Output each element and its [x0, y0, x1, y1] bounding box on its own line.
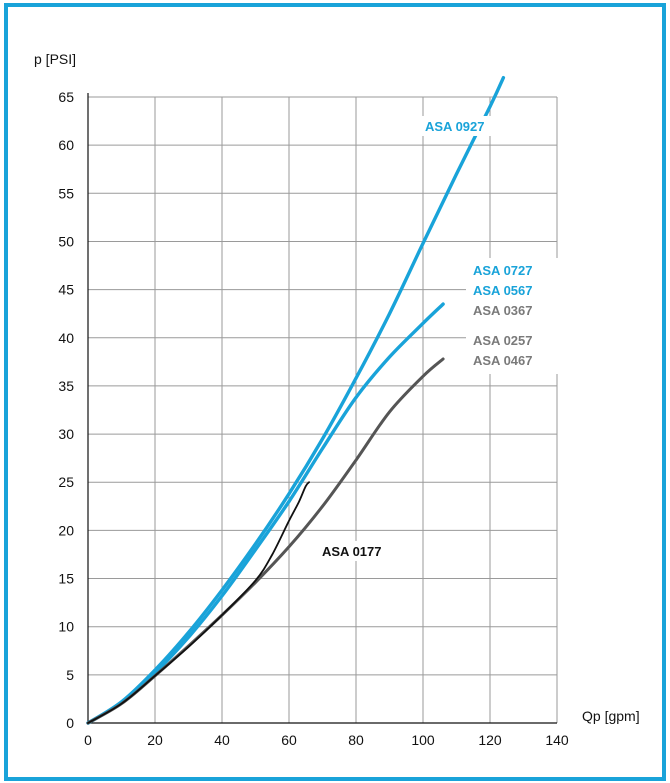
series-annotation: ASA 0367	[473, 303, 533, 318]
series-line	[86, 302, 445, 725]
series-line	[87, 481, 310, 724]
y-tick-label: 40	[58, 330, 74, 346]
series-labels: ASA 0927 ASA 0727 ASA 0567 ASA 0367 ASA 0257…	[316, 116, 558, 561]
x-tick-label: 140	[545, 732, 569, 748]
y-tick-label: 15	[58, 571, 74, 587]
chart-frame	[4, 3, 666, 781]
series-annotation: ASA 0927	[425, 119, 485, 134]
x-tick-label: 20	[147, 732, 163, 748]
series-lines	[86, 76, 506, 725]
y-tick-label: 10	[58, 619, 74, 635]
y-tick-label: 55	[58, 185, 74, 201]
y-axis-label: p [PSI]	[34, 51, 76, 67]
y-tick-label: 20	[58, 522, 74, 538]
label-backing	[466, 258, 558, 374]
label-backing	[418, 116, 502, 136]
y-tick-label: 30	[58, 426, 74, 442]
series-annotation: ASA 0177	[322, 544, 382, 559]
y-tick-label: 0	[66, 715, 74, 731]
ticks: 0 20 40 60 80 100 120 140 0 5 10 15 20 25 30 35 40 45 50 55…	[58, 89, 568, 748]
x-tick-label: 40	[214, 732, 230, 748]
y-tick-label: 35	[58, 378, 74, 394]
x-tick-label: 0	[84, 732, 92, 748]
x-tick-label: 120	[478, 732, 502, 748]
y-tick-label: 5	[66, 667, 74, 683]
grid	[88, 96, 558, 723]
series-annotation: ASA 0467	[473, 353, 533, 368]
x-tick-label: 100	[411, 732, 435, 748]
y-tick-label: 50	[58, 233, 74, 249]
series-annotation: ASA 0727	[473, 263, 533, 278]
y-tick-label: 65	[58, 89, 74, 105]
y-tick-label: 25	[58, 474, 74, 490]
label-backing	[316, 541, 402, 561]
y-tick-label: 60	[58, 137, 74, 153]
series-line	[86, 76, 506, 725]
y-tick-label: 45	[58, 282, 74, 298]
series-annotation: ASA 0257	[473, 333, 533, 348]
x-tick-label: 60	[281, 732, 297, 748]
series-annotation: ASA 0567	[473, 283, 533, 298]
x-tick-label: 80	[348, 732, 364, 748]
axes	[87, 93, 557, 724]
x-axis-label: Qp [gpm]	[582, 708, 640, 724]
